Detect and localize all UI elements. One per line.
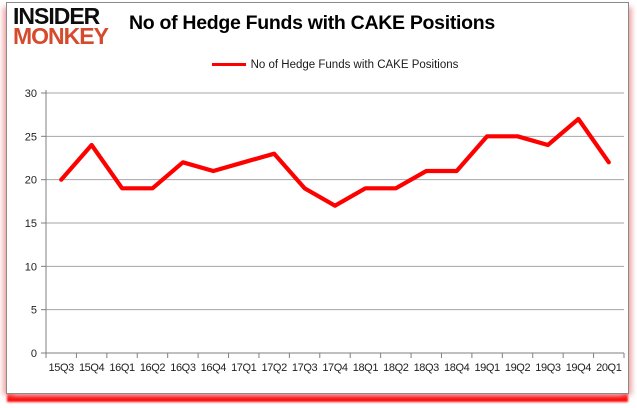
- y-tick-label: 20: [25, 175, 37, 187]
- gridlines: [46, 92, 624, 311]
- x-tick-label: 16Q1: [109, 362, 135, 374]
- x-tick-label: 18Q4: [444, 362, 470, 374]
- y-tick-label: 25: [25, 131, 37, 143]
- x-tick-label: 16Q3: [170, 362, 196, 374]
- chart-card: INSIDER MONKEY No of Hedge Funds with CA…: [6, 2, 629, 394]
- y-tick-label: 15: [25, 218, 37, 230]
- x-tick-label: 19Q4: [566, 362, 592, 374]
- x-tick-label: 15Q3: [49, 362, 75, 374]
- x-tick-label: 18Q3: [414, 362, 440, 374]
- x-tick-label: 17Q4: [322, 362, 348, 374]
- x-tick-label: 17Q1: [231, 362, 257, 374]
- x-tick-label: 18Q2: [383, 362, 409, 374]
- x-tick-label: 16Q4: [201, 362, 227, 374]
- y-tick-label: 30: [25, 88, 37, 100]
- y-axis-labels: 0 5 10 15 20 25 30: [25, 88, 37, 360]
- x-tick-label: 17Q2: [262, 362, 288, 374]
- chart-plot: 0 5 10 15 20 25 30 15Q3 15Q4 16Q1 16Q2 16Q3 16Q4 17Q1…: [25, 88, 625, 374]
- y-axis-ticks: [41, 92, 46, 354]
- x-tick-label: 17Q3: [292, 362, 318, 374]
- y-tick-label: 0: [31, 348, 37, 360]
- x-tick-label: 19Q1: [474, 362, 500, 374]
- legend-line-swatch: [211, 63, 246, 66]
- x-tick-label: 20Q1: [596, 362, 622, 374]
- y-tick-label: 10: [25, 261, 37, 273]
- y-tick-label: 5: [31, 305, 37, 317]
- legend: No of Hedge Funds with CAKE Positions: [46, 56, 624, 73]
- x-tick-label: 16Q2: [140, 362, 166, 374]
- logo-monkey-text: MONKEY: [13, 23, 109, 50]
- x-axis-labels: 15Q3 15Q4 16Q1 16Q2 16Q3 16Q4 17Q1 17Q2 17Q3 17Q4…: [49, 362, 623, 374]
- series-line-hedge-funds: [59, 116, 611, 208]
- insider-monkey-logo: INSIDER MONKEY: [13, 3, 109, 50]
- x-axis-ticks: [45, 353, 625, 358]
- x-tick-label: 19Q3: [535, 362, 561, 374]
- x-tick-label: 15Q4: [79, 362, 105, 374]
- chart-title: No of Hedge Funds with CAKE Positions: [129, 12, 495, 34]
- x-tick-label: 18Q1: [353, 362, 379, 374]
- legend-label: No of Hedge Funds with CAKE Positions: [250, 58, 459, 71]
- x-tick-label: 19Q2: [505, 362, 531, 374]
- logo-insider-text: INSIDER: [13, 3, 100, 29]
